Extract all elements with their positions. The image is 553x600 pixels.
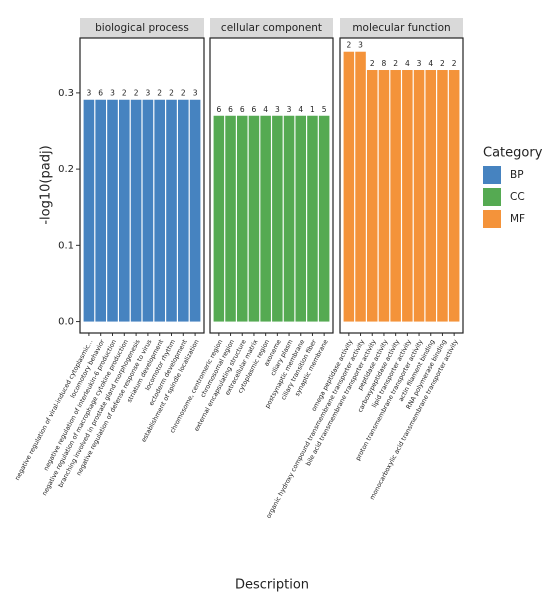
legend-key — [483, 210, 501, 228]
count-label: 6 — [228, 105, 233, 114]
bar — [130, 99, 142, 322]
count-label: 3 — [275, 105, 280, 114]
bar — [107, 99, 118, 322]
count-label: 2 — [122, 89, 127, 98]
count-label: 2 — [169, 89, 174, 98]
bar — [166, 99, 177, 322]
legend-key — [483, 166, 501, 184]
bar — [177, 99, 189, 322]
bar — [260, 115, 271, 322]
bar — [272, 115, 283, 322]
bar — [448, 70, 460, 322]
bar — [355, 51, 366, 322]
x-axis-title: Description — [235, 578, 309, 593]
count-label: 6 — [98, 89, 103, 98]
count-label: 1 — [310, 105, 315, 114]
legend-label: BP — [510, 169, 524, 181]
bar — [295, 115, 307, 322]
count-label: 2 — [157, 89, 162, 98]
y-axis-title: -log10(padj) — [39, 145, 54, 224]
count-label: 6 — [240, 105, 245, 114]
bar — [83, 99, 95, 322]
bar — [378, 70, 390, 322]
count-label: 4 — [298, 105, 303, 114]
bar — [343, 51, 355, 322]
count-label: 2 — [452, 59, 457, 68]
bar — [366, 70, 378, 322]
facet-strip — [210, 18, 333, 38]
bar — [95, 99, 107, 322]
count-label: 2 — [440, 59, 445, 68]
legend-title: Category — [483, 146, 543, 161]
count-label: 3 — [87, 89, 92, 98]
count-label: 3 — [110, 89, 115, 98]
facet-strip — [340, 18, 463, 38]
facet-title: biological process — [95, 22, 189, 34]
legend-label: CC — [510, 191, 525, 203]
count-label: 3 — [146, 89, 151, 98]
count-label: 8 — [382, 59, 387, 68]
bar — [425, 70, 437, 322]
count-label: 2 — [134, 89, 139, 98]
count-label: 6 — [216, 105, 221, 114]
count-label: 2 — [393, 59, 398, 68]
facet-title: molecular function — [352, 22, 450, 34]
count-label: 3 — [358, 41, 363, 50]
count-label: 3 — [193, 89, 198, 98]
bar — [142, 99, 154, 322]
bar — [402, 70, 413, 322]
facet-strip — [80, 18, 204, 38]
bar — [307, 115, 318, 322]
bar — [318, 115, 330, 322]
bar — [283, 115, 295, 322]
bar — [213, 115, 225, 322]
legend-label: MF — [510, 213, 525, 225]
y-tick-label: 0.1 — [58, 240, 74, 251]
count-label: 6 — [252, 105, 257, 114]
facet-title: cellular component — [221, 22, 322, 34]
panel-border — [339, 37, 464, 334]
bar — [189, 99, 201, 322]
bar — [390, 70, 401, 322]
bar — [118, 99, 130, 322]
legend-key — [483, 188, 501, 206]
count-label: 2 — [346, 41, 351, 50]
y-tick-label: 0.2 — [58, 164, 74, 175]
count-label: 4 — [405, 59, 410, 68]
count-label: 5 — [322, 105, 327, 114]
bar — [248, 115, 260, 322]
count-label: 2 — [181, 89, 186, 98]
count-label: 4 — [263, 105, 268, 114]
bar — [413, 70, 425, 322]
count-label: 4 — [428, 59, 433, 68]
y-tick-label: 0.0 — [58, 317, 74, 328]
bar — [154, 99, 166, 322]
count-label: 3 — [287, 105, 292, 114]
bar — [437, 70, 448, 322]
x-tick-label: negative regulation of macrophage cytoki… — [41, 339, 130, 497]
count-label: 3 — [417, 59, 422, 68]
y-tick-label: 0.3 — [58, 88, 74, 99]
bar — [236, 115, 248, 322]
panel-border — [209, 37, 334, 334]
panel-border — [79, 37, 205, 334]
count-label: 2 — [370, 59, 375, 68]
bar — [225, 115, 236, 322]
